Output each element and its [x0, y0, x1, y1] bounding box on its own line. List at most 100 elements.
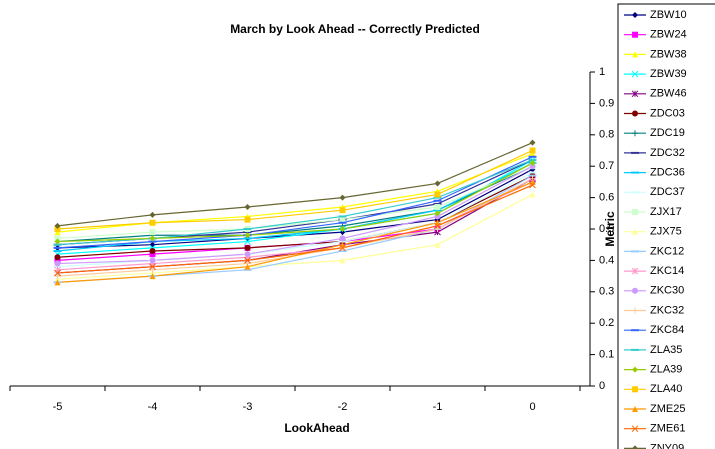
y-tick-label: 1: [599, 66, 605, 78]
marker: [632, 110, 638, 117]
series-line: [57, 149, 533, 230]
marker: [54, 235, 61, 242]
marker: [434, 213, 441, 220]
marker: [631, 90, 639, 98]
marker: [54, 238, 61, 245]
marker: [632, 12, 638, 18]
marker: [54, 273, 61, 280]
legend-label: ZDC32: [650, 147, 685, 159]
marker: [529, 147, 536, 154]
y-tick-label: 0.3: [599, 286, 614, 298]
marker: [339, 226, 346, 232]
legend-label: ZBW38: [650, 48, 687, 60]
marker: [631, 70, 639, 78]
marker: [54, 260, 61, 267]
series-line: [57, 165, 533, 240]
legend-label: ZDC19: [650, 127, 685, 139]
marker: [529, 163, 536, 170]
legend-label: ZJX75: [650, 226, 682, 238]
marker: [244, 244, 251, 251]
legend-label: ZKC14: [650, 265, 684, 277]
marker: [632, 209, 638, 215]
marker: [529, 181, 536, 189]
marker: [632, 51, 638, 58]
marker: [339, 207, 346, 214]
y-axis-label: Metric: [603, 211, 617, 247]
legend-label: ZKC30: [650, 285, 684, 297]
marker: [339, 216, 346, 223]
legend-label: ZLA40: [650, 383, 682, 395]
legend-label: ZNY09: [650, 442, 684, 449]
legend-label: ZLA35: [650, 344, 682, 356]
marker: [529, 160, 536, 167]
legend-label: ZDC36: [650, 167, 685, 179]
series-line: [57, 156, 533, 249]
x-tick-label: -3: [243, 401, 253, 413]
marker: [529, 191, 536, 198]
legend-label: ZME61: [650, 423, 685, 435]
y-tick-label: 0.7: [599, 160, 614, 172]
marker: [149, 263, 156, 271]
x-tick-label: 0: [529, 401, 535, 413]
marker: [632, 31, 638, 38]
series-line: [57, 193, 533, 280]
x-tick-label: -2: [338, 401, 348, 413]
marker: [632, 228, 638, 235]
legend-label: ZJX17: [650, 206, 682, 218]
y-tick-label: 0.2: [599, 317, 614, 329]
marker: [632, 366, 638, 373]
marker: [54, 229, 61, 236]
legend-label: ZBW46: [650, 88, 687, 100]
marker: [631, 425, 639, 433]
y-tick-label: 0.6: [599, 192, 614, 204]
legend-label: ZKC84: [650, 324, 684, 336]
legend-label: ZBW24: [650, 29, 687, 41]
marker: [149, 266, 156, 273]
marker: [632, 307, 638, 314]
series-line: [57, 184, 533, 274]
marker: [149, 269, 156, 276]
marker: [631, 267, 639, 275]
legend-label: ZBW39: [650, 68, 687, 80]
marker: [244, 238, 251, 245]
legend-label: ZKC12: [650, 245, 684, 257]
marker: [632, 406, 638, 412]
marker: [54, 279, 61, 286]
marker: [244, 263, 251, 270]
series-line: [57, 181, 533, 283]
legend-label: ZDC37: [650, 186, 685, 198]
marker: [149, 247, 156, 254]
marker: [434, 191, 441, 198]
legend-label: ZME25: [650, 403, 685, 415]
marker: [434, 204, 441, 211]
marker: [339, 257, 346, 264]
series-line: [57, 165, 533, 265]
marker: [632, 386, 638, 393]
marker: [244, 251, 251, 258]
y-tick-label: 0.9: [599, 97, 614, 109]
marker: [149, 235, 156, 242]
y-tick-label: 0.8: [599, 129, 614, 141]
marker: [244, 257, 251, 264]
marker: [339, 235, 346, 242]
marker: [54, 266, 61, 274]
marker: [244, 204, 251, 211]
marker: [632, 130, 638, 137]
marker: [339, 194, 346, 201]
legend-label: ZKC32: [650, 304, 684, 316]
x-axis-label: LookAhead: [284, 421, 349, 435]
marker: [632, 445, 638, 449]
marker: [149, 229, 156, 236]
marker: [244, 216, 251, 223]
marker: [54, 269, 61, 277]
marker: [149, 273, 156, 280]
marker: [149, 251, 156, 258]
marker: [54, 254, 61, 261]
legend-box: [617, 3, 715, 449]
x-tick-label: -5: [53, 401, 63, 413]
y-tick-label: 0: [599, 380, 605, 392]
marker: [54, 226, 61, 232]
marker: [434, 180, 441, 187]
marker: [54, 257, 61, 264]
